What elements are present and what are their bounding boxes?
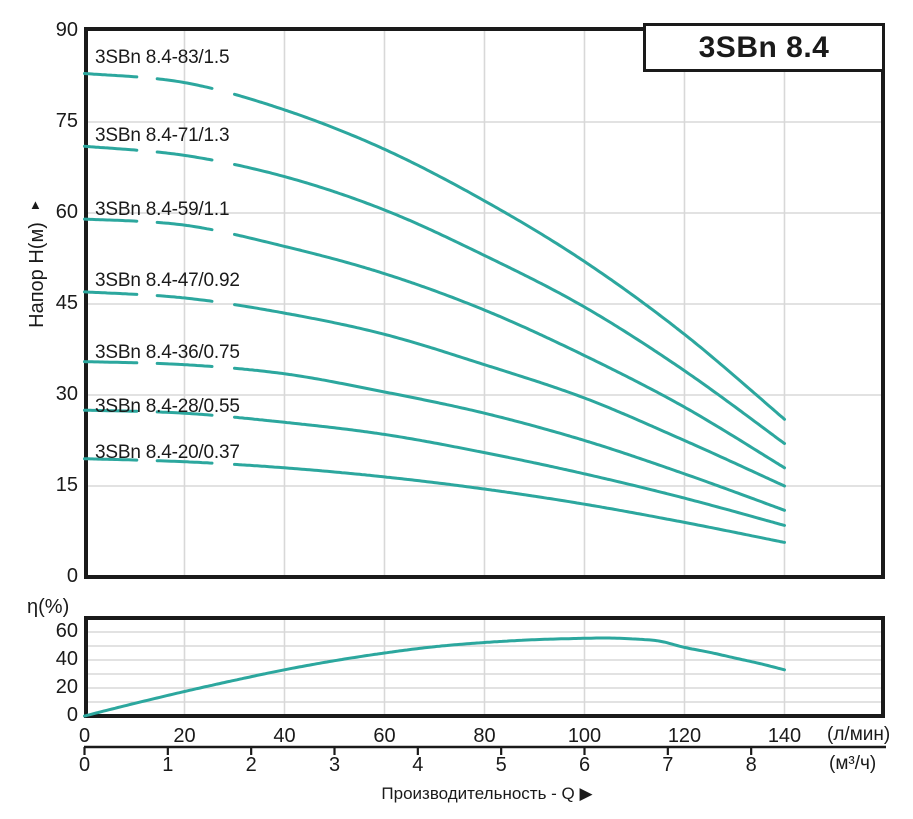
x-tick-label-lmin: 80 bbox=[473, 725, 496, 747]
x-tick-label-lmin: 100 bbox=[567, 725, 602, 747]
head-y-tick-label: 60 bbox=[55, 201, 78, 223]
x-tick-label-m3h: 6 bbox=[578, 754, 591, 776]
head-curve-6 bbox=[83, 408, 786, 527]
m3h-axis bbox=[83, 745, 886, 755]
head-y-tick-label: 0 bbox=[66, 565, 78, 587]
head-curve-3 bbox=[83, 217, 786, 470]
x-tick-label-m3h: 4 bbox=[412, 754, 424, 776]
head-y-tick-label: 45 bbox=[55, 292, 78, 314]
model-series-title-box: 3SBn 8.4 bbox=[643, 23, 885, 72]
head-curve-5 bbox=[83, 360, 786, 512]
eff-y-tick-label: 0 bbox=[66, 704, 78, 726]
head-y-tick-label: 15 bbox=[55, 474, 78, 496]
curve-label: 3SBn 8.4-36/0.75 bbox=[95, 341, 240, 363]
curve-label: 3SBn 8.4-83/1.5 bbox=[95, 47, 230, 69]
efficiency-curve-group bbox=[83, 636, 786, 718]
head-curve-4 bbox=[83, 290, 786, 488]
efficiency-chart-frame bbox=[84, 616, 885, 718]
head-curve-1 bbox=[83, 72, 786, 421]
head-chart-frame bbox=[84, 27, 885, 579]
x-tick-label-m3h: 2 bbox=[245, 754, 257, 776]
eff-y-tick-label: 20 bbox=[55, 676, 78, 698]
eff-y-tick-label: 40 bbox=[55, 648, 78, 670]
curve-label: 3SBn 8.4-28/0.55 bbox=[95, 395, 240, 417]
x-tick-label-lmin: 120 bbox=[667, 725, 702, 747]
eff-y-tick-label: 60 bbox=[55, 620, 78, 642]
x-axis-title: Производительность - Q ▶ bbox=[381, 784, 593, 803]
x-tick-label-m3h: 0 bbox=[78, 754, 91, 776]
head-curves bbox=[83, 72, 786, 544]
plot-frames bbox=[84, 27, 885, 718]
flow-unit-lmin: (л/мин) bbox=[827, 724, 891, 745]
curve-label: 3SBn 8.4-47/0.92 bbox=[95, 269, 240, 291]
head-curve-2 bbox=[83, 144, 786, 445]
curve-label: 3SBn 8.4-20/0.37 bbox=[95, 442, 240, 464]
head-y-tick-label: 75 bbox=[55, 110, 78, 132]
x-tick-label-m3h: 5 bbox=[495, 754, 507, 776]
x-tick-label-m3h: 3 bbox=[328, 754, 341, 776]
curve-label: 3SBn 8.4-59/1.1 bbox=[95, 199, 230, 221]
x-tick-label-m3h: 1 bbox=[162, 754, 174, 776]
efficiency-axis-title: η(%) bbox=[27, 596, 70, 618]
curve-label: 3SBn 8.4-71/1.3 bbox=[95, 125, 230, 147]
head-y-tick-label: 30 bbox=[55, 383, 78, 405]
x-tick-label-lmin: 60 bbox=[373, 725, 396, 747]
efficiency-curve bbox=[83, 636, 786, 718]
x-tick-label-lmin: 40 bbox=[273, 725, 296, 747]
model-series-title: 3SBn 8.4 bbox=[698, 30, 830, 64]
head-axis-title: Напор H(м) bbox=[26, 222, 48, 328]
x-tick-label-lmin: 140 bbox=[767, 725, 802, 747]
x-tick-label-m3h: 7 bbox=[662, 754, 674, 776]
head-curve-7 bbox=[83, 457, 786, 544]
y-axis-up-arrow-icon: ▲ bbox=[29, 197, 42, 212]
head-y-tick-label: 90 bbox=[55, 19, 78, 41]
x-tick-label-m3h: 8 bbox=[745, 754, 757, 776]
x-tick-label-lmin: 20 bbox=[173, 725, 196, 747]
flow-unit-m3h: (м³/ч) bbox=[829, 753, 877, 774]
x-tick-label-lmin: 0 bbox=[78, 725, 91, 747]
